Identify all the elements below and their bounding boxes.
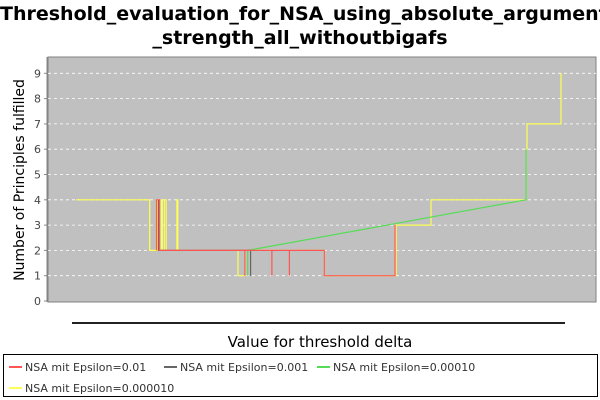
chart-title-line1: Threshold_evaluation_for_NSA_using_absol… <box>0 3 600 25</box>
legend-label-3: NSA mit Epsilon=0.000010 <box>25 382 175 395</box>
y-axis: 0 1 2 3 4 5 6 7 8 9 <box>34 57 48 308</box>
x-axis-label: Value for threshold delta <box>228 333 413 351</box>
series-line-0 <box>155 199 396 277</box>
plot-area <box>47 56 597 303</box>
y-tick-label-7: 7 <box>34 118 41 131</box>
legend-item-3: NSA mit Epsilon=0.000010 <box>9 382 174 396</box>
legend-swatch-3 <box>9 387 22 389</box>
y-tick-label-0: 0 <box>34 295 41 308</box>
y-tick-label-2: 2 <box>34 244 41 257</box>
y-tick-label-8: 8 <box>34 93 41 106</box>
y-axis-label: Number of Principles fulfilled <box>12 79 28 281</box>
legend-swatch-1 <box>164 366 177 368</box>
legend-item-2: NSA mit Epsilon=0.00010 <box>317 361 475 375</box>
y-tick-label-9: 9 <box>34 67 41 80</box>
chart-title: Threshold_evaluation_for_NSA_using_absol… <box>0 2 600 50</box>
series-layer <box>76 73 562 277</box>
legend-swatch-0 <box>9 366 22 368</box>
legend-label-0: NSA mit Epsilon=0.01 <box>25 361 147 374</box>
series-line-3 <box>76 73 562 277</box>
legend-label-1: NSA mit Epsilon=0.001 <box>180 361 309 374</box>
series-line-2 <box>247 149 527 276</box>
legend-swatch-2 <box>317 366 330 368</box>
y-tick-label-1: 1 <box>34 270 41 283</box>
legend-item-1: NSA mit Epsilon=0.001 <box>164 361 308 375</box>
legend-item-0: NSA mit Epsilon=0.01 <box>9 361 146 375</box>
y-tick-label-3: 3 <box>34 219 41 232</box>
y-tick-label-4: 4 <box>34 194 41 207</box>
legend-label-2: NSA mit Epsilon=0.00010 <box>333 361 476 374</box>
y-tick-label-6: 6 <box>34 143 41 156</box>
legend: NSA mit Epsilon=0.01 NSA mit Epsilon=0.00… <box>3 354 598 397</box>
y-tick-label-5: 5 <box>34 169 41 182</box>
chart-title-line2: _strength_all_withoutbigafs <box>152 27 448 49</box>
